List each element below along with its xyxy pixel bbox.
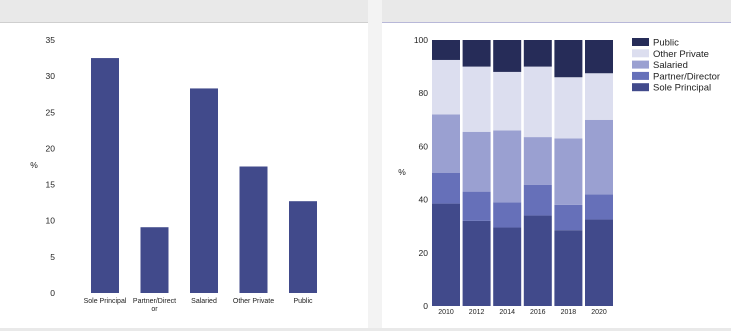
legend-swatch xyxy=(632,83,649,92)
y-tick-label: 100 xyxy=(414,35,428,45)
left-chart-panel: 0 5 10 15 20 25 30 35% Sole Principal Partner/Dir… xyxy=(0,0,368,331)
legend-label: Public xyxy=(653,38,679,49)
stacked-bar-segment xyxy=(554,138,583,205)
y-axis-label: % xyxy=(398,167,406,177)
legend-label: Salaried xyxy=(653,60,688,71)
stacked-bar-segment xyxy=(585,119,613,195)
stacked-bar-segment xyxy=(462,191,491,221)
stacked-bar-segment xyxy=(523,66,552,138)
y-tick-label: 40 xyxy=(419,195,429,205)
bar xyxy=(91,58,119,294)
stacked-bar-segment xyxy=(554,204,583,231)
y-tick-label: 0 xyxy=(50,288,55,298)
legend-swatch xyxy=(632,49,649,58)
stacked-bar-segment xyxy=(554,230,583,306)
stacked-bar-segment xyxy=(585,219,613,306)
x-tick-label: 2010 xyxy=(438,309,454,316)
y-tick-label: 5 xyxy=(50,252,55,262)
bar xyxy=(289,201,317,293)
stacked-bar-segment xyxy=(493,202,522,228)
y-tick-label: 15 xyxy=(46,180,56,190)
x-tick-label: Public xyxy=(293,298,313,305)
stacked-bar-segment xyxy=(523,137,552,185)
stacked-bar-segment xyxy=(493,71,522,131)
y-tick-label: 60 xyxy=(419,141,429,151)
y-tick-label: 30 xyxy=(46,71,56,81)
y-tick-label: 10 xyxy=(46,216,56,226)
stacked-bar-segment xyxy=(462,40,491,67)
legend-swatch xyxy=(632,60,649,69)
y-tick-label: 80 xyxy=(419,88,429,98)
stacked-bar-segment xyxy=(493,40,522,72)
x-tick-label: 2016 xyxy=(530,309,546,316)
stacked-bar-segment xyxy=(554,40,583,78)
y-axis-label: % xyxy=(30,160,38,170)
occupation-bar-chart: 0 5 10 15 20 25 30 35% Sole Principal Partner/Dir… xyxy=(30,35,317,313)
legend-label: Other Private xyxy=(653,49,709,60)
stacked-bar-segment xyxy=(462,220,491,306)
y-tick-label: 35 xyxy=(46,35,56,45)
y-tick-label: 25 xyxy=(46,107,56,117)
stacked-bar-segment xyxy=(432,59,460,115)
right-chart-panel: 0 20 40 60 80 100% 2010 2012 2014 2016 2018 2020 Pub… xyxy=(382,0,731,331)
bar xyxy=(239,166,268,293)
stacked-bar-segment xyxy=(523,40,552,67)
x-tick-label: 2014 xyxy=(499,309,515,316)
stacked-bar-segment xyxy=(432,114,460,173)
legend-label: Sole Principal xyxy=(653,83,711,94)
x-tick-label: 2020 xyxy=(591,309,607,316)
stacked-bar-segment xyxy=(432,203,460,306)
stacked-bar-chart: 0 20 40 60 80 100% 2010 2012 2014 2016 2018 2020 Pub… xyxy=(398,35,720,316)
stacked-bar-segment xyxy=(432,40,460,60)
x-tick-label: Sole Principal xyxy=(84,298,127,305)
legend-swatch xyxy=(632,71,649,80)
stacked-bar-segment xyxy=(493,130,522,203)
panel-gap xyxy=(368,0,382,331)
x-tick-label: 2012 xyxy=(469,309,485,316)
stacked-bar-segment xyxy=(523,215,552,306)
right-panel-header xyxy=(382,0,731,23)
bar xyxy=(190,88,218,293)
left-panel-header xyxy=(0,0,368,23)
x-tick-label: 2018 xyxy=(561,309,577,316)
x-tick-label: Partner/Direct xyxy=(133,298,176,305)
x-tick-label: Other Private xyxy=(233,298,274,305)
stacked-bar-segment xyxy=(585,73,613,120)
stacked-bar-segment xyxy=(493,227,522,306)
x-tick-label: or xyxy=(151,306,158,313)
stacked-bar-segment xyxy=(554,77,583,139)
stacked-bar-segment xyxy=(585,40,613,74)
stacked-bar-segment xyxy=(462,131,491,192)
legend-label: Partner/Director xyxy=(653,71,720,82)
y-tick-label: 20 xyxy=(419,248,429,258)
stacked-bar-segment xyxy=(523,184,552,216)
page-bottom-border xyxy=(0,328,731,331)
bar xyxy=(140,227,169,293)
legend-swatch xyxy=(632,38,649,46)
x-tick-label: Salaried xyxy=(191,298,217,305)
stacked-bar-segment xyxy=(432,173,460,204)
stacked-bar-segment xyxy=(462,66,491,132)
y-tick-label: 0 xyxy=(423,301,428,311)
stacked-bar-segment xyxy=(585,194,613,220)
y-tick-label: 20 xyxy=(46,143,56,153)
